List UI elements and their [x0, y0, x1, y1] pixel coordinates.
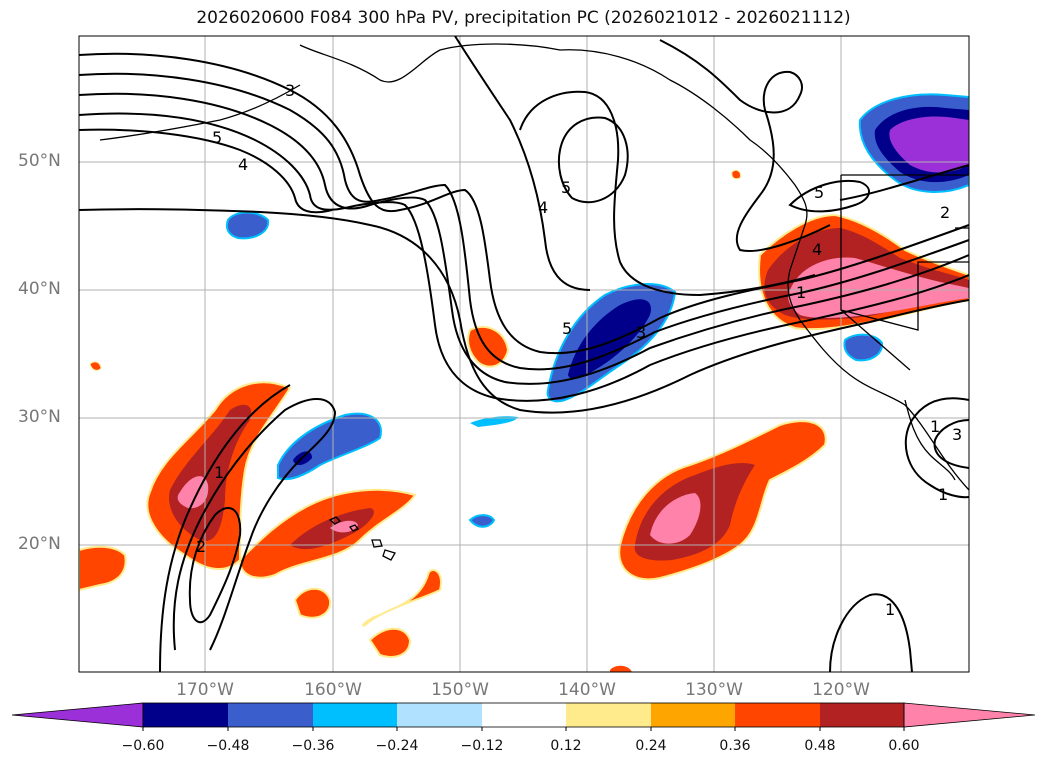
pv-label: 5: [561, 178, 571, 197]
pv-label: 5: [814, 183, 824, 202]
precip-neg-blob-168w: [225, 211, 270, 240]
pv-label: 4: [538, 198, 548, 217]
lat-label-50n: 50°N: [18, 151, 61, 171]
precip-blob-tiny-2: [731, 169, 741, 180]
pv-label: 3: [285, 81, 295, 100]
colorbar-seg: [313, 703, 397, 727]
colorbar-label: 0.24: [635, 738, 667, 754]
pv-label: 2: [196, 537, 206, 556]
lon-label-160w: 160°W: [304, 680, 362, 700]
pv-contour-cutoff-west: [172, 398, 337, 651]
colorbar-seg: [566, 703, 651, 727]
lon-label-130w: 130°W: [685, 680, 743, 700]
colorbar-seg: [143, 703, 228, 727]
precip-blob-south-3: [368, 627, 412, 658]
precip-neg-blob-small: [468, 514, 496, 528]
pv-contours: [79, 36, 969, 672]
colorbar-label: −0.36: [291, 738, 335, 754]
lon-label-140w: 140°W: [558, 680, 616, 700]
pv-contour-jet-5: [79, 128, 333, 214]
lat-label-40n: 40°N: [18, 279, 61, 299]
pv-contour-jet-3: [79, 92, 969, 385]
colorbar: [11, 702, 1036, 731]
pv-contour-trough: [519, 90, 816, 297]
pv-contour-north: [454, 36, 591, 291]
colorbar-arrow-left: [11, 702, 144, 728]
lon-label-150w: 150°W: [431, 680, 489, 700]
precip-neg-blob-strip: [470, 416, 518, 427]
hawaii-islands: [328, 516, 396, 561]
pv-label: 3: [952, 425, 962, 444]
pv-contour-jet-4: [79, 112, 969, 402]
pv-label: 1: [796, 283, 806, 302]
pv-label: 4: [238, 155, 248, 174]
colorbar-label: −0.12: [460, 738, 504, 754]
precip-neg-blob-140w-core: [568, 299, 651, 379]
pv-contour-jet-6: [79, 208, 969, 414]
precip-negative-fields: [225, 93, 969, 528]
precip-blob-west-coast-peak: [788, 257, 969, 318]
pv-label: 5: [562, 319, 572, 338]
colorbar-label: 0.60: [888, 738, 920, 754]
pv-contour-se-low: [904, 397, 969, 499]
colorbar-arrow-right: [903, 702, 1036, 728]
pv-contour-ridge: [659, 39, 831, 252]
precip-blob-south-2: [362, 569, 442, 627]
gridlines: [79, 36, 969, 672]
colorbar-seg: [820, 703, 904, 727]
precip-neg-blob-canada-peak: [889, 116, 969, 173]
chart-title: 2026020600 F084 300 hPa PV, precipitatio…: [196, 8, 851, 28]
colorbar-seg: [735, 703, 820, 727]
pv-label: 5: [212, 128, 222, 147]
pv-contour-trough-inner: [557, 116, 629, 204]
lat-label-30n: 30°N: [18, 407, 61, 427]
pv-label: 1: [214, 463, 224, 482]
pv-contour-se-low-inner: [933, 419, 969, 469]
precip-blob-west-peak: [177, 476, 209, 509]
pv-label: 1: [930, 417, 940, 436]
pv-label: 1: [938, 485, 948, 504]
pv-contour-jet-2: [79, 72, 969, 371]
colorbar-seg: [651, 703, 735, 727]
pv-contour-sw-low: [829, 593, 913, 672]
precip-blob-central-south-peak: [650, 493, 701, 544]
precip-blob-south-1: [293, 587, 332, 619]
pv-contour-ne: [839, 164, 969, 201]
precip-blob-tiny-1: [89, 361, 102, 371]
colorbar-seg: [482, 703, 566, 727]
precip-blob-hawaii-peak: [330, 520, 358, 533]
pv-contour-labels: 3 5 4 5 4 5 3 1 2 1 5 4 2 1 3 1 1: [196, 81, 962, 619]
map-content: 3 5 4 5 4 5 3 1 2 1 5 4 2 1 3 1 1: [79, 36, 969, 672]
colorbar-label: 0.48: [804, 738, 836, 754]
alaska-coast: [299, 43, 808, 226]
pv-label: 3: [636, 323, 646, 342]
precip-neg-blob-nevada: [843, 333, 884, 362]
pv-contour-cutoff-inner: [188, 507, 242, 624]
colorbar-label: −0.48: [206, 738, 250, 754]
colorbar-label: −0.24: [375, 738, 419, 754]
colorbar-seg: [397, 703, 482, 727]
lon-label-170w: 170°W: [176, 680, 234, 700]
lat-label-20n: 20°N: [18, 534, 61, 554]
pv-label: 1: [885, 600, 895, 619]
lon-label-120w: 120°W: [812, 680, 870, 700]
map-border: [78, 35, 970, 673]
colorbar-label: −0.60: [121, 738, 165, 754]
colorbar-label: 0.36: [719, 738, 751, 754]
aleutian-chain: [99, 84, 301, 141]
colorbar-label: 0.12: [550, 738, 582, 754]
colorbar-seg: [228, 703, 313, 727]
precip-blob-tiny-3: [610, 665, 632, 672]
pv-label: 2: [940, 203, 950, 222]
precip-blob-150w: [467, 325, 510, 368]
coastlines: [99, 43, 969, 561]
pv-label: 4: [812, 240, 822, 259]
baja-coast: [904, 399, 956, 481]
pv-contour-cutoff-outer: [159, 384, 291, 672]
precip-blob-edge-west: [79, 545, 127, 592]
